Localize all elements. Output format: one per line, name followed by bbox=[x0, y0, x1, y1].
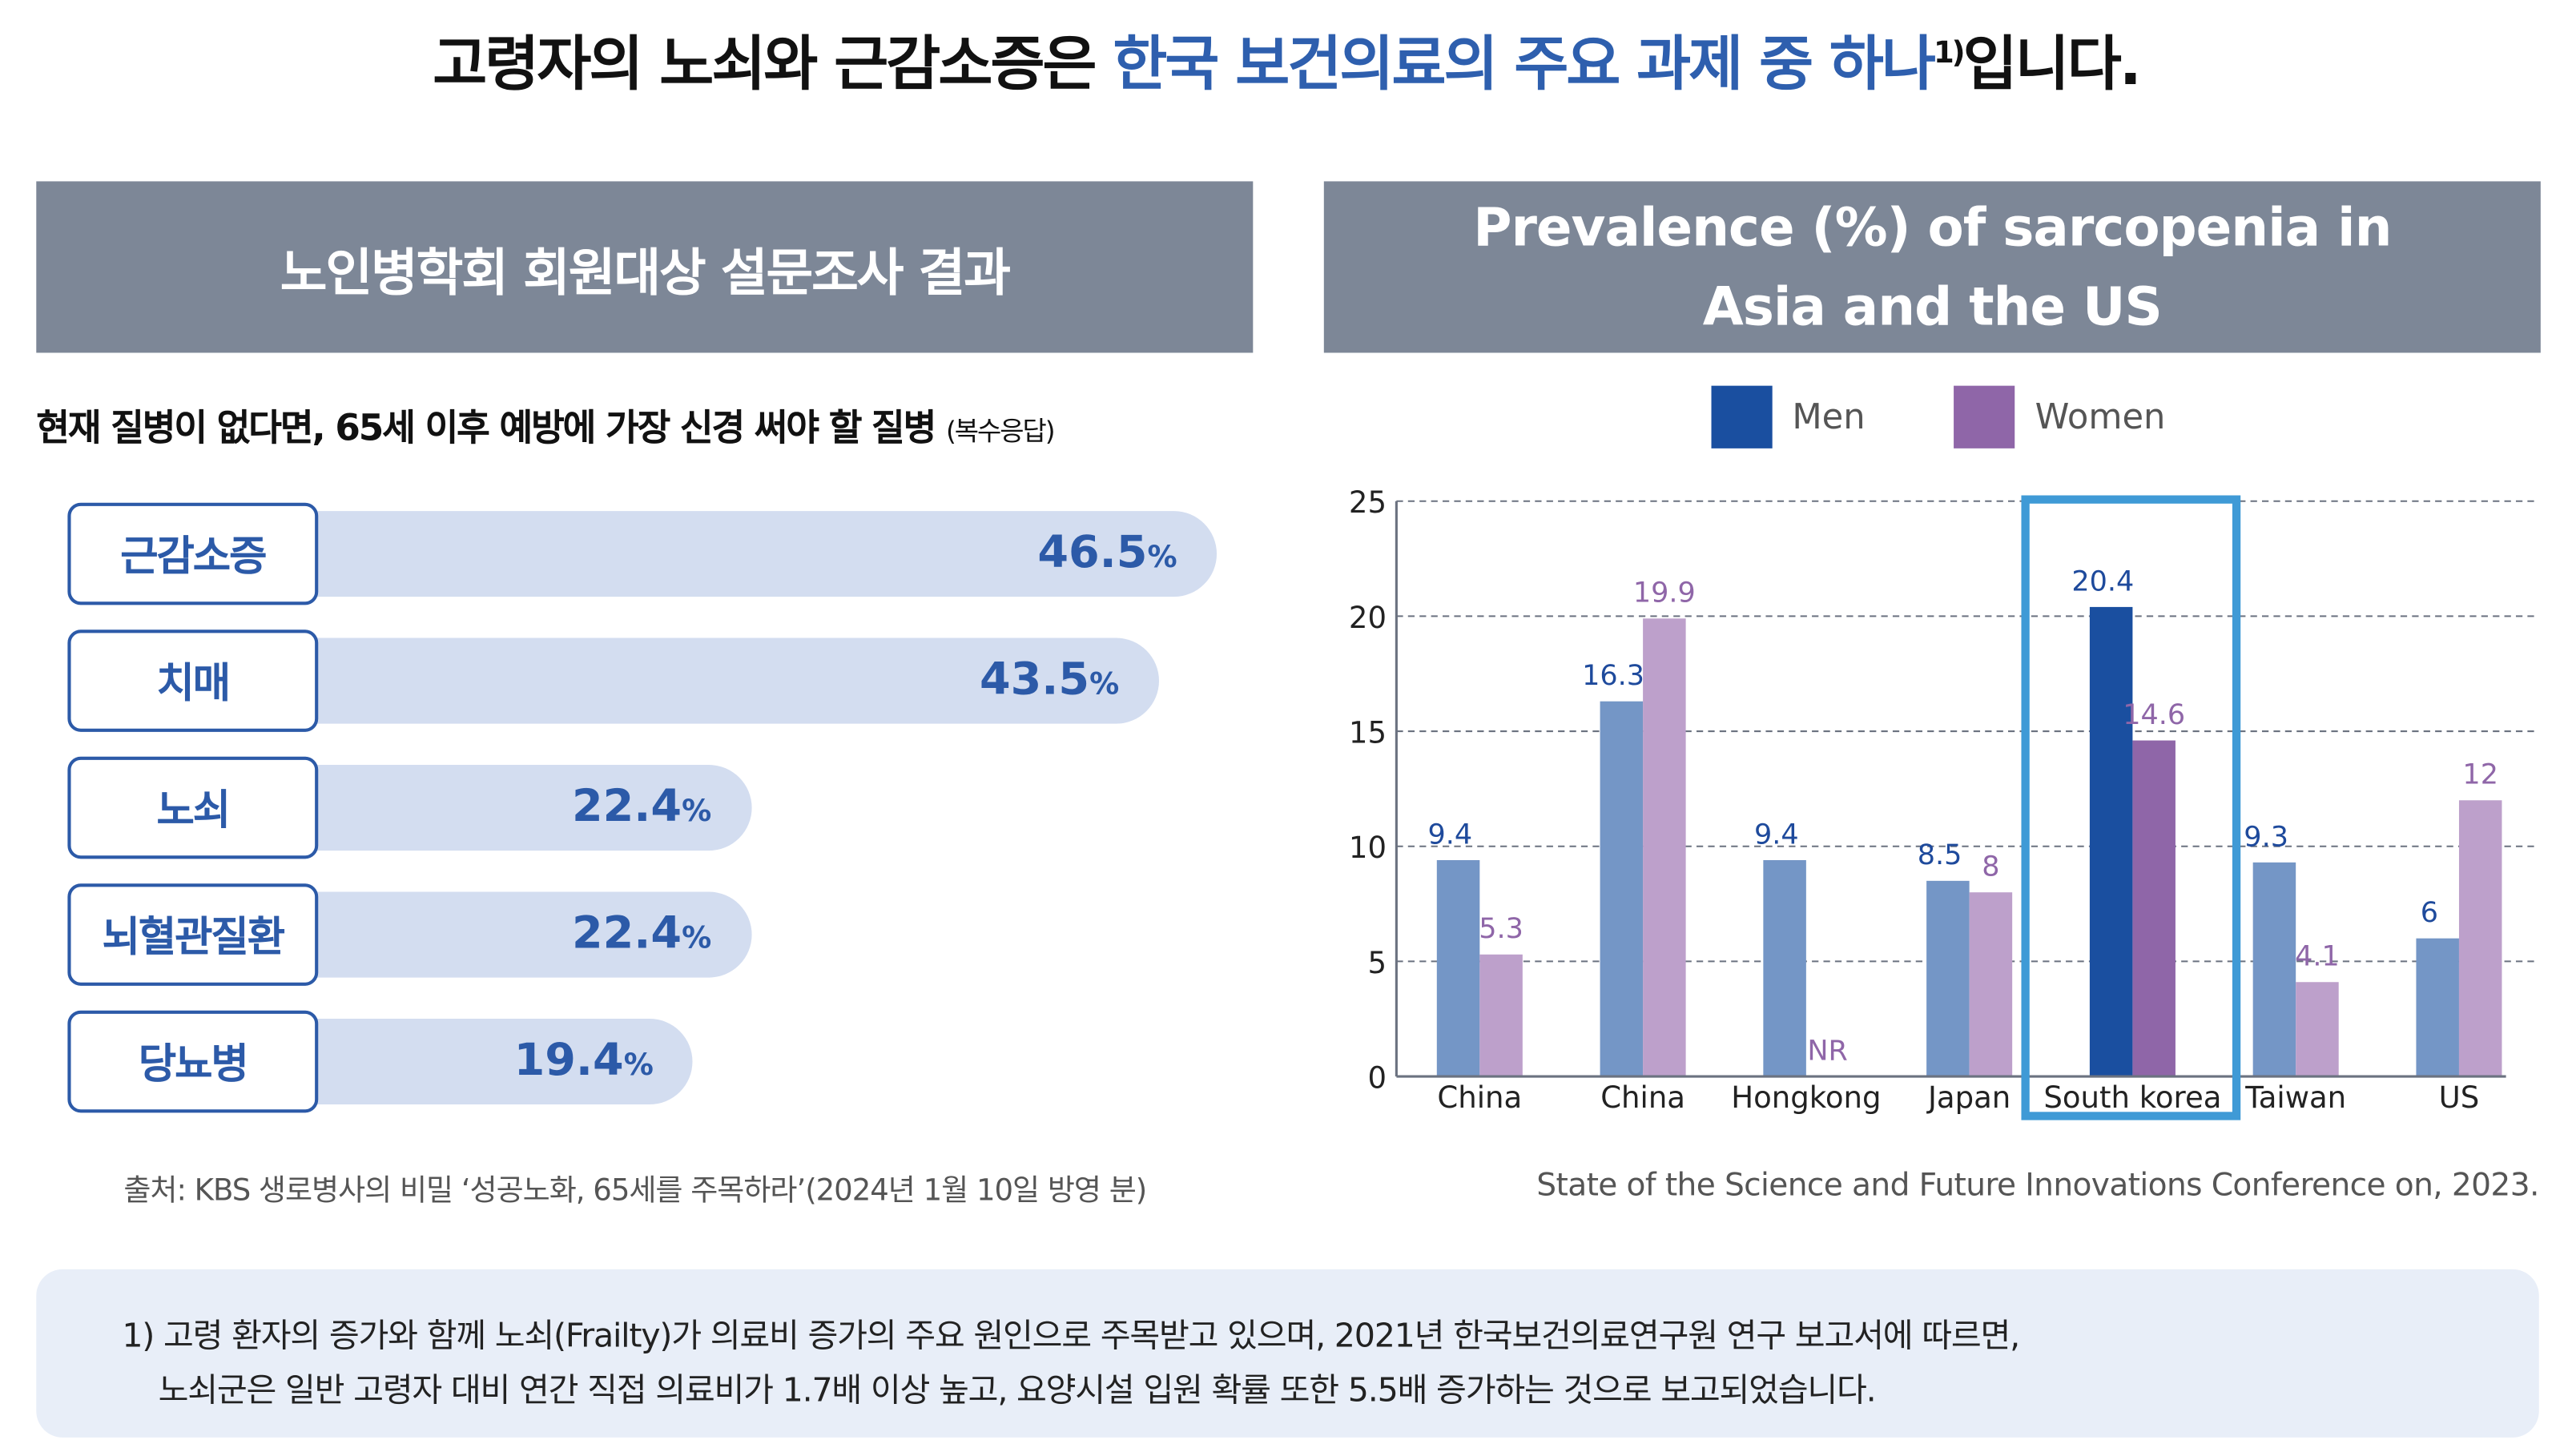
question-note: (복수응답) bbox=[945, 415, 1056, 447]
data-label: 9.4 bbox=[1754, 818, 1799, 851]
legend-label-men: Men bbox=[1792, 397, 1866, 437]
bar-men bbox=[1600, 701, 1644, 1077]
survey-value: 46.5% bbox=[1037, 511, 1177, 597]
title-line: Asia and the US bbox=[1702, 275, 2163, 338]
bar-women bbox=[1969, 892, 2013, 1077]
data-label: 4.1 bbox=[2295, 941, 2340, 973]
data-label: 16.3 bbox=[1582, 660, 1644, 692]
survey-row: 당뇨병 19.4% bbox=[67, 1010, 694, 1113]
value-unit: % bbox=[1147, 541, 1177, 576]
survey-label: 치매 bbox=[67, 629, 319, 732]
headline-part: 입니다. bbox=[1962, 31, 2142, 99]
chart-legend: Men Women bbox=[1711, 385, 2166, 448]
survey-label: 당뇨병 bbox=[67, 1010, 319, 1113]
data-label: 9.4 bbox=[1427, 818, 1472, 851]
bar-women bbox=[1643, 618, 1686, 1077]
bar-women bbox=[2296, 982, 2339, 1077]
survey-bar bbox=[298, 1019, 694, 1105]
survey-bar bbox=[298, 638, 1159, 724]
value-number: 46.5 bbox=[1037, 527, 1148, 579]
value-number: 22.4 bbox=[571, 908, 682, 959]
data-label: 12 bbox=[2462, 759, 2498, 791]
y-tick-label: 5 bbox=[1367, 946, 1387, 980]
x-tick-label: US bbox=[2439, 1080, 2480, 1115]
survey-label: 근감소증 bbox=[67, 502, 319, 605]
headline-part: 고령자의 노쇠와 근감소증은 bbox=[433, 31, 1113, 99]
survey-question: 현재 질병이 없다면, 65세 이후 예방에 가장 신경 써야 할 질병 (복수… bbox=[36, 399, 1056, 452]
y-tick-label: 10 bbox=[1349, 831, 1387, 865]
bar-men bbox=[1763, 859, 1806, 1077]
data-label: NR bbox=[1807, 1035, 1847, 1067]
x-tick-label: Taiwan bbox=[2244, 1080, 2346, 1115]
left-panel-title: 노인병학회 회원대상 설문조사 결과 bbox=[36, 181, 1254, 353]
y-tick-label: 25 bbox=[1349, 485, 1387, 520]
survey-row: 치매 43.5% bbox=[67, 629, 1159, 732]
bar-men bbox=[1926, 880, 1970, 1077]
x-tick-label: Hongkong bbox=[1731, 1080, 1881, 1115]
y-tick-label: 20 bbox=[1349, 601, 1387, 635]
left-source: 출처: KBS 생로병사의 비밀 ‘성공노화, 65세를 주목하라’(2024년… bbox=[123, 1173, 1147, 1209]
data-label: 5.3 bbox=[1479, 913, 1523, 945]
data-label: 8.5 bbox=[1918, 839, 1962, 871]
sarcopenia-bar-chart: 0 5 10 15 20 25 9.4 5.3 China 16.3 19.9 China 9.4 NR H… bbox=[1349, 485, 2539, 1120]
right-panel-title: Prevalence (%) of sarcopenia in Asia and … bbox=[1323, 181, 2541, 353]
bar-women bbox=[2458, 800, 2502, 1077]
legend-swatch-men bbox=[1711, 385, 1773, 448]
highlight-box bbox=[2021, 495, 2241, 1120]
survey-value: 43.5% bbox=[980, 638, 1119, 724]
survey-bar bbox=[298, 891, 751, 978]
legend-swatch-women bbox=[1954, 385, 2015, 448]
question-text: 현재 질병이 없다면, 65세 이후 예방에 가장 신경 써야 할 질병 bbox=[36, 408, 946, 450]
value-unit: % bbox=[682, 794, 712, 830]
x-tick-label: China bbox=[1437, 1080, 1522, 1115]
survey-label: 뇌혈관질환 bbox=[67, 883, 319, 986]
value-number: 22.4 bbox=[571, 781, 682, 833]
value-number: 43.5 bbox=[979, 654, 1090, 706]
survey-value: 22.4% bbox=[572, 892, 711, 978]
data-label: 8 bbox=[1982, 851, 1999, 883]
value-unit: % bbox=[1089, 667, 1120, 702]
legend-label-women: Women bbox=[2035, 397, 2166, 437]
x-tick-label: China bbox=[1600, 1080, 1685, 1115]
survey-value: 22.4% bbox=[572, 765, 711, 851]
survey-bar bbox=[298, 511, 1218, 597]
page-headline: 고령자의 노쇠와 근감소증은 한국 보건의료의 주요 과제 중 하나1)입니다. bbox=[0, 17, 2572, 103]
x-tick-label: South korea bbox=[2043, 1080, 2221, 1115]
x-tick-label: Japan bbox=[1926, 1080, 2011, 1115]
bar-men bbox=[2089, 606, 2133, 1077]
y-tick-label: 0 bbox=[1367, 1060, 1387, 1095]
bar-women bbox=[2132, 740, 2176, 1077]
data-label: 19.9 bbox=[1633, 577, 1696, 609]
bar-women bbox=[1479, 954, 1523, 1077]
footnote-line: 노쇠군은 일반 고령자 대비 연간 직접 의료비가 1.7배 이상 높고, 요양… bbox=[158, 1370, 1877, 1410]
survey-value: 19.4% bbox=[514, 1019, 654, 1104]
data-label: 14.6 bbox=[2123, 699, 2185, 731]
data-label: 6 bbox=[2421, 897, 2438, 929]
value-number: 19.4 bbox=[513, 1035, 624, 1087]
survey-row: 뇌혈관질환 22.4% bbox=[67, 883, 751, 986]
y-tick-label: 15 bbox=[1349, 715, 1387, 750]
survey-bar bbox=[298, 765, 751, 851]
survey-row: 근감소증 46.5% bbox=[67, 502, 1218, 605]
footnote-line: 1) 고령 환자의 증가와 함께 노쇠(Frailty)가 의료비 증가의 주요… bbox=[122, 1315, 2020, 1355]
footnote-box: 1) 고령 환자의 증가와 함께 노쇠(Frailty)가 의료비 증가의 주요… bbox=[36, 1269, 2539, 1438]
bar-men bbox=[1436, 859, 1480, 1077]
value-unit: % bbox=[682, 921, 712, 956]
data-label: 9.3 bbox=[2244, 821, 2288, 853]
value-unit: % bbox=[623, 1048, 654, 1084]
right-source: State of the Science and Future Innovati… bbox=[1536, 1167, 2539, 1204]
survey-label: 노쇠 bbox=[67, 756, 319, 859]
title-line: Prevalence (%) of sarcopenia in bbox=[1473, 195, 2392, 259]
data-label: 20.4 bbox=[2071, 565, 2134, 597]
headline-highlight: 한국 보건의료의 주요 과제 중 하나 bbox=[1113, 31, 1936, 99]
survey-row: 노쇠 22.4% bbox=[67, 756, 751, 859]
bar-men bbox=[2416, 938, 2459, 1077]
bar-men bbox=[2252, 862, 2296, 1077]
footnote-ref: 1) bbox=[1933, 36, 1966, 71]
